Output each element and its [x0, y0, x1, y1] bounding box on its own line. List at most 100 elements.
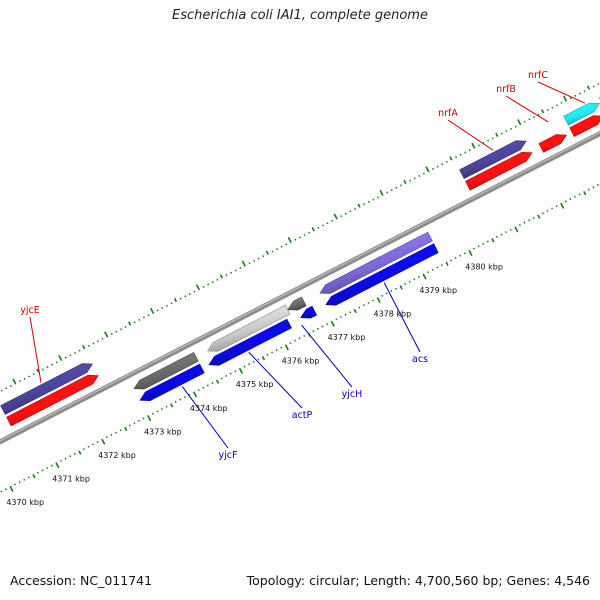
scale-tick: [74, 351, 77, 354]
gene-arrow[interactable]: [300, 305, 318, 319]
scale-tick: [510, 127, 513, 130]
scale-tick: [316, 327, 319, 330]
scale-tick: [427, 271, 430, 274]
scale-tick: [491, 137, 494, 140]
gene-label-actP[interactable]: actP: [292, 410, 313, 421]
cds-arrow[interactable]: [287, 296, 307, 311]
cds-arrow[interactable]: [569, 115, 600, 138]
scale-tick: [37, 471, 40, 474]
scale-tick: [454, 257, 457, 260]
scale-tick: [133, 321, 136, 324]
cds-arrow[interactable]: [465, 151, 533, 191]
scale-tick: [174, 400, 177, 403]
scale-tick: [425, 166, 430, 173]
scale-tick: [563, 95, 568, 102]
gene-arrow[interactable]: [459, 140, 527, 180]
scale-tick: [14, 483, 17, 486]
scale-tick: [230, 271, 233, 274]
tick-label: 4374 kbp: [190, 404, 228, 413]
scale-tick: [285, 243, 288, 246]
cds-arrow[interactable]: [6, 374, 99, 427]
scale-tick: [546, 108, 549, 111]
scale-tick: [50, 464, 53, 467]
gene-label-yjcF[interactable]: yjcF: [219, 450, 238, 461]
scale-tick: [110, 333, 113, 336]
cds-arrow[interactable]: [538, 134, 568, 153]
scale-tick: [266, 353, 269, 356]
scale-tick: [195, 284, 201, 291]
scale-tick: [234, 269, 237, 272]
scale-tick: [170, 302, 173, 305]
cds-arrow[interactable]: [133, 351, 199, 390]
scale-tick: [583, 90, 586, 93]
scale-tick: [312, 330, 315, 333]
scale-tick: [459, 254, 462, 257]
scale-tick: [252, 360, 255, 363]
gene-label-acs[interactable]: acs: [412, 354, 428, 365]
scale-tick: [220, 377, 223, 380]
scale-tick: [179, 297, 182, 300]
gene-arrow[interactable]: [325, 243, 439, 306]
scale-tick: [326, 222, 329, 225]
gene-label-yjcE[interactable]: yjcE: [20, 305, 40, 316]
gene-arrow[interactable]: [139, 363, 205, 402]
scale-tick: [55, 361, 58, 364]
scale-tick: [271, 250, 274, 253]
scale-tick: [303, 334, 306, 337]
scale-tick: [115, 431, 118, 434]
scale-tick: [431, 268, 434, 271]
gene-arrow[interactable]: [563, 102, 600, 126]
scale-tick: [18, 481, 21, 484]
scale-tick: [340, 215, 343, 218]
gene-label-nrfC[interactable]: nrfC: [528, 70, 548, 81]
scale-tick: [349, 311, 352, 314]
scale-tick: [101, 438, 106, 445]
scale-tick: [413, 278, 416, 281]
scale-tick: [69, 354, 72, 357]
scale-tick: [276, 248, 278, 251]
gene-arrow[interactable]: [208, 318, 292, 366]
gene-label-nrfB[interactable]: nrfB: [496, 84, 516, 95]
scale-tick: [436, 266, 439, 269]
scale-tick: [9, 485, 14, 492]
scale-tick: [367, 200, 370, 203]
scale-tick: [505, 130, 508, 133]
tick-label: 4376 kbp: [282, 357, 320, 366]
scale-tick: [491, 238, 495, 243]
scale-tick: [179, 398, 182, 401]
scale-tick: [87, 344, 90, 347]
scale-tick: [564, 200, 567, 203]
scale-tick: [308, 231, 311, 234]
scale-tick: [482, 242, 485, 245]
scale-tick: [202, 386, 205, 389]
scale-tick: [541, 109, 545, 114]
scale-tick: [138, 318, 141, 321]
gene-arrow[interactable]: [0, 363, 93, 415]
scale-tick: [404, 282, 407, 286]
scale-tick: [41, 469, 44, 472]
scale-tick: [97, 340, 100, 343]
scale-tick: [408, 280, 411, 283]
scale-tick: [248, 363, 251, 366]
scale-tick: [518, 224, 521, 227]
scale-tick: [505, 231, 508, 234]
scale-tick: [0, 490, 3, 493]
scale-tick: [4, 488, 7, 491]
scale-tick: [9, 384, 12, 387]
cds-arrow[interactable]: [319, 231, 433, 294]
scale-tick: [477, 144, 480, 147]
scale-tick: [578, 193, 581, 196]
scale-tick: [215, 379, 220, 384]
scale-tick: [87, 445, 90, 448]
scale-tick: [151, 412, 154, 415]
scale-tick: [92, 443, 95, 446]
gene-label-yjcH[interactable]: yjcH: [342, 389, 363, 400]
scale-tick: [532, 216, 535, 219]
scale-ticks: 4370 kbp 4371 kbp 4372 kbp 4373 kbp 4374 kbp…: [0, 82, 600, 507]
gene-label-nrfA[interactable]: nrfA: [438, 108, 458, 119]
accession-text: Accession: NC_011741: [10, 573, 153, 588]
tick-label: 4379 kbp: [419, 286, 457, 295]
scale-tick: [229, 372, 232, 375]
scale-tick: [495, 235, 498, 238]
